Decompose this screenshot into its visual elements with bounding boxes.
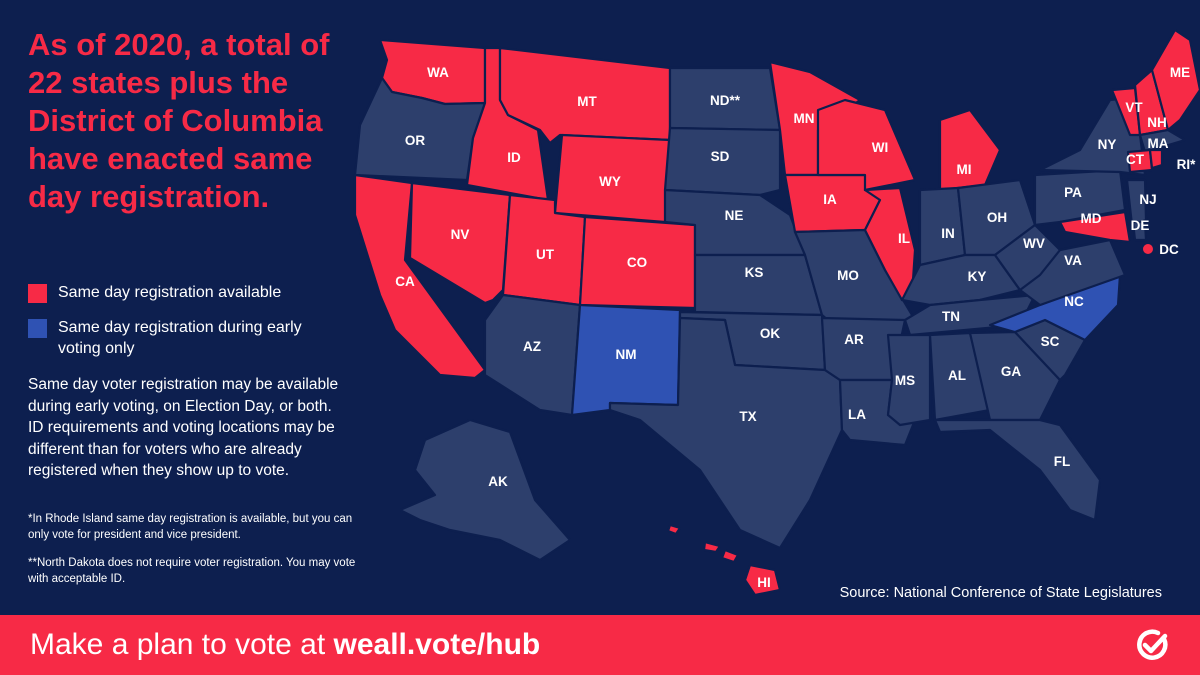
state-label-ar: AR bbox=[844, 332, 864, 347]
state-shape-de bbox=[1131, 220, 1148, 242]
state-shape-az bbox=[483, 293, 582, 417]
state-shape-sd bbox=[663, 126, 782, 197]
checkmark-circle-icon bbox=[1137, 629, 1168, 660]
cta-link[interactable]: weall.vote/hub bbox=[333, 628, 541, 661]
state-label-nd: ND** bbox=[710, 93, 741, 108]
state-label-ks: KS bbox=[745, 265, 764, 280]
legend-label-early-voting: Same day registration during early votin… bbox=[58, 319, 302, 357]
state-label-mo: MO bbox=[837, 268, 859, 283]
source-note: Source: National Conference of State Leg… bbox=[839, 585, 1162, 601]
state-label-oh: OH bbox=[987, 210, 1007, 225]
state-label-il: IL bbox=[898, 231, 910, 246]
state-label-ky: KY bbox=[968, 269, 987, 284]
state-label-ok: OK bbox=[760, 326, 781, 341]
state-shape-hi-small3 bbox=[666, 523, 682, 536]
state-label-nc: NC bbox=[1064, 294, 1084, 309]
legend-swatch-same-day bbox=[28, 284, 47, 303]
state-shape-hi-big bbox=[743, 563, 782, 597]
state-shape-ca bbox=[353, 173, 487, 380]
state-label-mi: MI bbox=[957, 162, 972, 177]
legend: Same day registration available Same day… bbox=[28, 282, 358, 373]
us-map: WA OR CA ID NV MT WY UT CO AZ NM ND** SD… bbox=[340, 0, 1200, 615]
state-label-sd: SD bbox=[711, 149, 730, 164]
state-label-va: VA bbox=[1064, 253, 1082, 268]
legend-label-same-day: Same day registration available bbox=[58, 284, 282, 301]
state-shape-fl bbox=[933, 418, 1102, 522]
state-shape-nj bbox=[1125, 178, 1148, 227]
state-label-tx: TX bbox=[739, 409, 756, 424]
cta-text: Make a plan to vote at weall.vote/hub bbox=[30, 626, 540, 664]
footnote-north-dakota: **North Dakota does not require voter re… bbox=[28, 557, 356, 585]
headline: As of 2020, a total of 22 states plus th… bbox=[28, 27, 330, 214]
state-shape-hi-small2 bbox=[720, 548, 740, 564]
state-label-me: ME bbox=[1170, 65, 1190, 80]
state-label-mn: MN bbox=[794, 111, 815, 126]
state-shape-nv bbox=[408, 181, 512, 305]
state-label-dc: DC bbox=[1159, 242, 1179, 257]
state-label-fl: FL bbox=[1054, 454, 1071, 469]
state-label-in: IN bbox=[941, 226, 955, 241]
state-label-wy: WY bbox=[599, 174, 621, 189]
state-label-tn: TN bbox=[942, 309, 960, 324]
state-label-md: MD bbox=[1081, 211, 1102, 226]
state-label-vt: VT bbox=[1125, 100, 1143, 115]
state-label-ga: GA bbox=[1001, 364, 1022, 379]
state-label-mt: MT bbox=[577, 94, 597, 109]
state-label-ak: AK bbox=[488, 474, 508, 489]
state-label-co: CO bbox=[627, 255, 647, 270]
legend-item-same-day: Same day registration available bbox=[28, 282, 358, 303]
state-shape-ks bbox=[693, 253, 824, 317]
state-label-id: ID bbox=[507, 150, 521, 165]
state-shape-wv bbox=[993, 223, 1062, 292]
state-shape-ct bbox=[1126, 148, 1154, 174]
cta-prefix: Make a plan to vote at bbox=[30, 628, 334, 661]
state-label-or: OR bbox=[405, 133, 426, 148]
state-label-ut: UT bbox=[536, 247, 555, 262]
state-label-ny: NY bbox=[1098, 137, 1117, 152]
legend-swatch-early-voting bbox=[28, 319, 47, 338]
state-label-nj: NJ bbox=[1139, 192, 1156, 207]
state-shape-hi-small1 bbox=[702, 540, 722, 554]
legend-item-early-voting: Same day registration during early votin… bbox=[28, 317, 358, 359]
dc-marker bbox=[1143, 244, 1153, 254]
state-label-ne: NE bbox=[725, 208, 744, 223]
state-label-ct: CT bbox=[1126, 152, 1145, 167]
state-label-wi: WI bbox=[872, 140, 889, 155]
state-label-wa: WA bbox=[427, 65, 449, 80]
state-shape-tx bbox=[608, 316, 844, 550]
state-shape-ma bbox=[1138, 128, 1187, 154]
footer-banner: Make a plan to vote at weall.vote/hub bbox=[0, 615, 1200, 675]
state-label-al: AL bbox=[948, 368, 966, 383]
state-label-la: LA bbox=[848, 407, 866, 422]
state-label-ms: MS bbox=[895, 373, 915, 388]
state-label-ri: RI* bbox=[1177, 157, 1197, 172]
state-shape-md bbox=[1058, 210, 1132, 244]
state-label-nm: NM bbox=[616, 347, 637, 362]
state-label-nh: NH bbox=[1147, 115, 1167, 130]
footnote-rhode-island: *In Rhode Island same day registration i… bbox=[28, 513, 353, 541]
state-label-sc: SC bbox=[1041, 334, 1060, 349]
state-label-de: DE bbox=[1131, 218, 1150, 233]
us-map-svg: WA OR CA ID NV MT WY UT CO AZ NM ND** SD… bbox=[353, 28, 1200, 597]
state-shape-ga bbox=[968, 330, 1062, 422]
state-shape-ri bbox=[1148, 148, 1164, 170]
state-shape-mi bbox=[938, 108, 1002, 192]
state-label-wv: WV bbox=[1023, 236, 1045, 251]
state-label-pa: PA bbox=[1064, 185, 1082, 200]
state-label-az: AZ bbox=[523, 339, 541, 354]
explanation-text: Same day voter registration may be avail… bbox=[28, 376, 339, 479]
state-label-ma: MA bbox=[1148, 136, 1169, 151]
state-label-hi: HI bbox=[757, 575, 771, 590]
state-label-ia: IA bbox=[823, 192, 837, 207]
state-shape-wi bbox=[816, 98, 917, 192]
state-shape-ak bbox=[398, 418, 572, 562]
state-label-ca: CA bbox=[395, 274, 415, 289]
map-panel: As of 2020, a total of 22 states plus th… bbox=[28, 0, 1200, 615]
state-label-nv: NV bbox=[451, 227, 470, 242]
